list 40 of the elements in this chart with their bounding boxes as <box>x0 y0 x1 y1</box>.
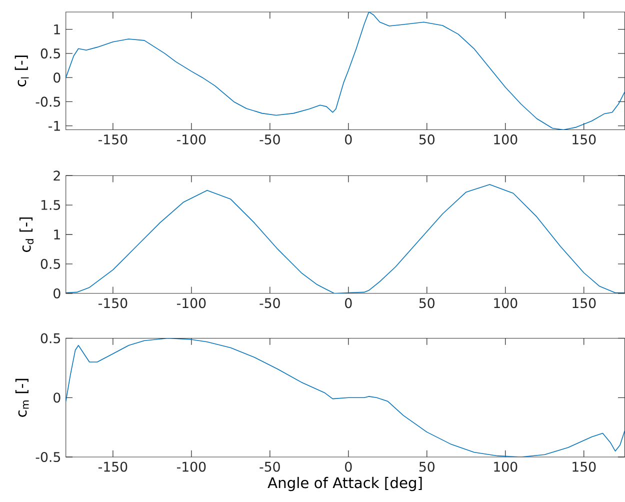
y-tick-label: 0.5 <box>40 258 60 269</box>
y-tick-label: 0 <box>54 392 60 403</box>
x-tick-label: -50 <box>260 462 280 472</box>
x-axis-title: Angle of Attack [deg] <box>268 476 422 492</box>
y-tick-label: -0.5 <box>36 452 60 462</box>
x-tick-label: -50 <box>260 134 280 145</box>
x-tick-label: -50 <box>260 298 280 308</box>
y-axis-title: c$_{d}$ [-] <box>19 218 34 252</box>
x-tick-label: -150 <box>98 298 128 308</box>
x-tick-label: 0 <box>345 134 352 145</box>
y-tick-label: -1 <box>48 121 60 131</box>
x-tick-label: 100 <box>494 298 518 308</box>
y-tick-label: 1 <box>54 230 60 240</box>
x-tick-label: 150 <box>572 462 596 472</box>
x-tick-label: -150 <box>98 134 128 145</box>
y-tick-label: 0.5 <box>40 333 60 344</box>
x-tick-label: -150 <box>98 462 128 472</box>
y-tick-label: -0.5 <box>36 96 60 107</box>
x-tick-label: 100 <box>494 462 518 472</box>
x-tick-label: 150 <box>572 298 596 308</box>
y-axis-title: c$_{l}$ [-] <box>14 56 29 87</box>
y-tick-label: 1 <box>54 24 60 34</box>
x-tick-label: -100 <box>176 134 206 145</box>
x-tick-label: -100 <box>176 462 206 472</box>
y-tick-label: 0 <box>54 72 60 83</box>
x-tick-label: -100 <box>176 298 206 308</box>
x-tick-label: 50 <box>419 462 434 472</box>
line-series <box>66 338 625 458</box>
x-tick-label: 50 <box>419 298 434 308</box>
x-tick-label: 150 <box>572 134 596 145</box>
y-axis-title: c$_{m}$ [-] <box>15 378 29 417</box>
y-tick-label: 2 <box>54 170 60 181</box>
line-series <box>66 184 625 294</box>
y-tick-label: 0 <box>54 288 60 298</box>
x-tick-label: 0 <box>345 298 352 308</box>
y-tick-label: 1.5 <box>41 200 60 210</box>
x-tick-label: 100 <box>494 134 518 145</box>
y-tick-label: 0.5 <box>40 48 60 59</box>
x-tick-label: 50 <box>419 134 434 145</box>
x-tick-label: 0 <box>345 462 352 472</box>
